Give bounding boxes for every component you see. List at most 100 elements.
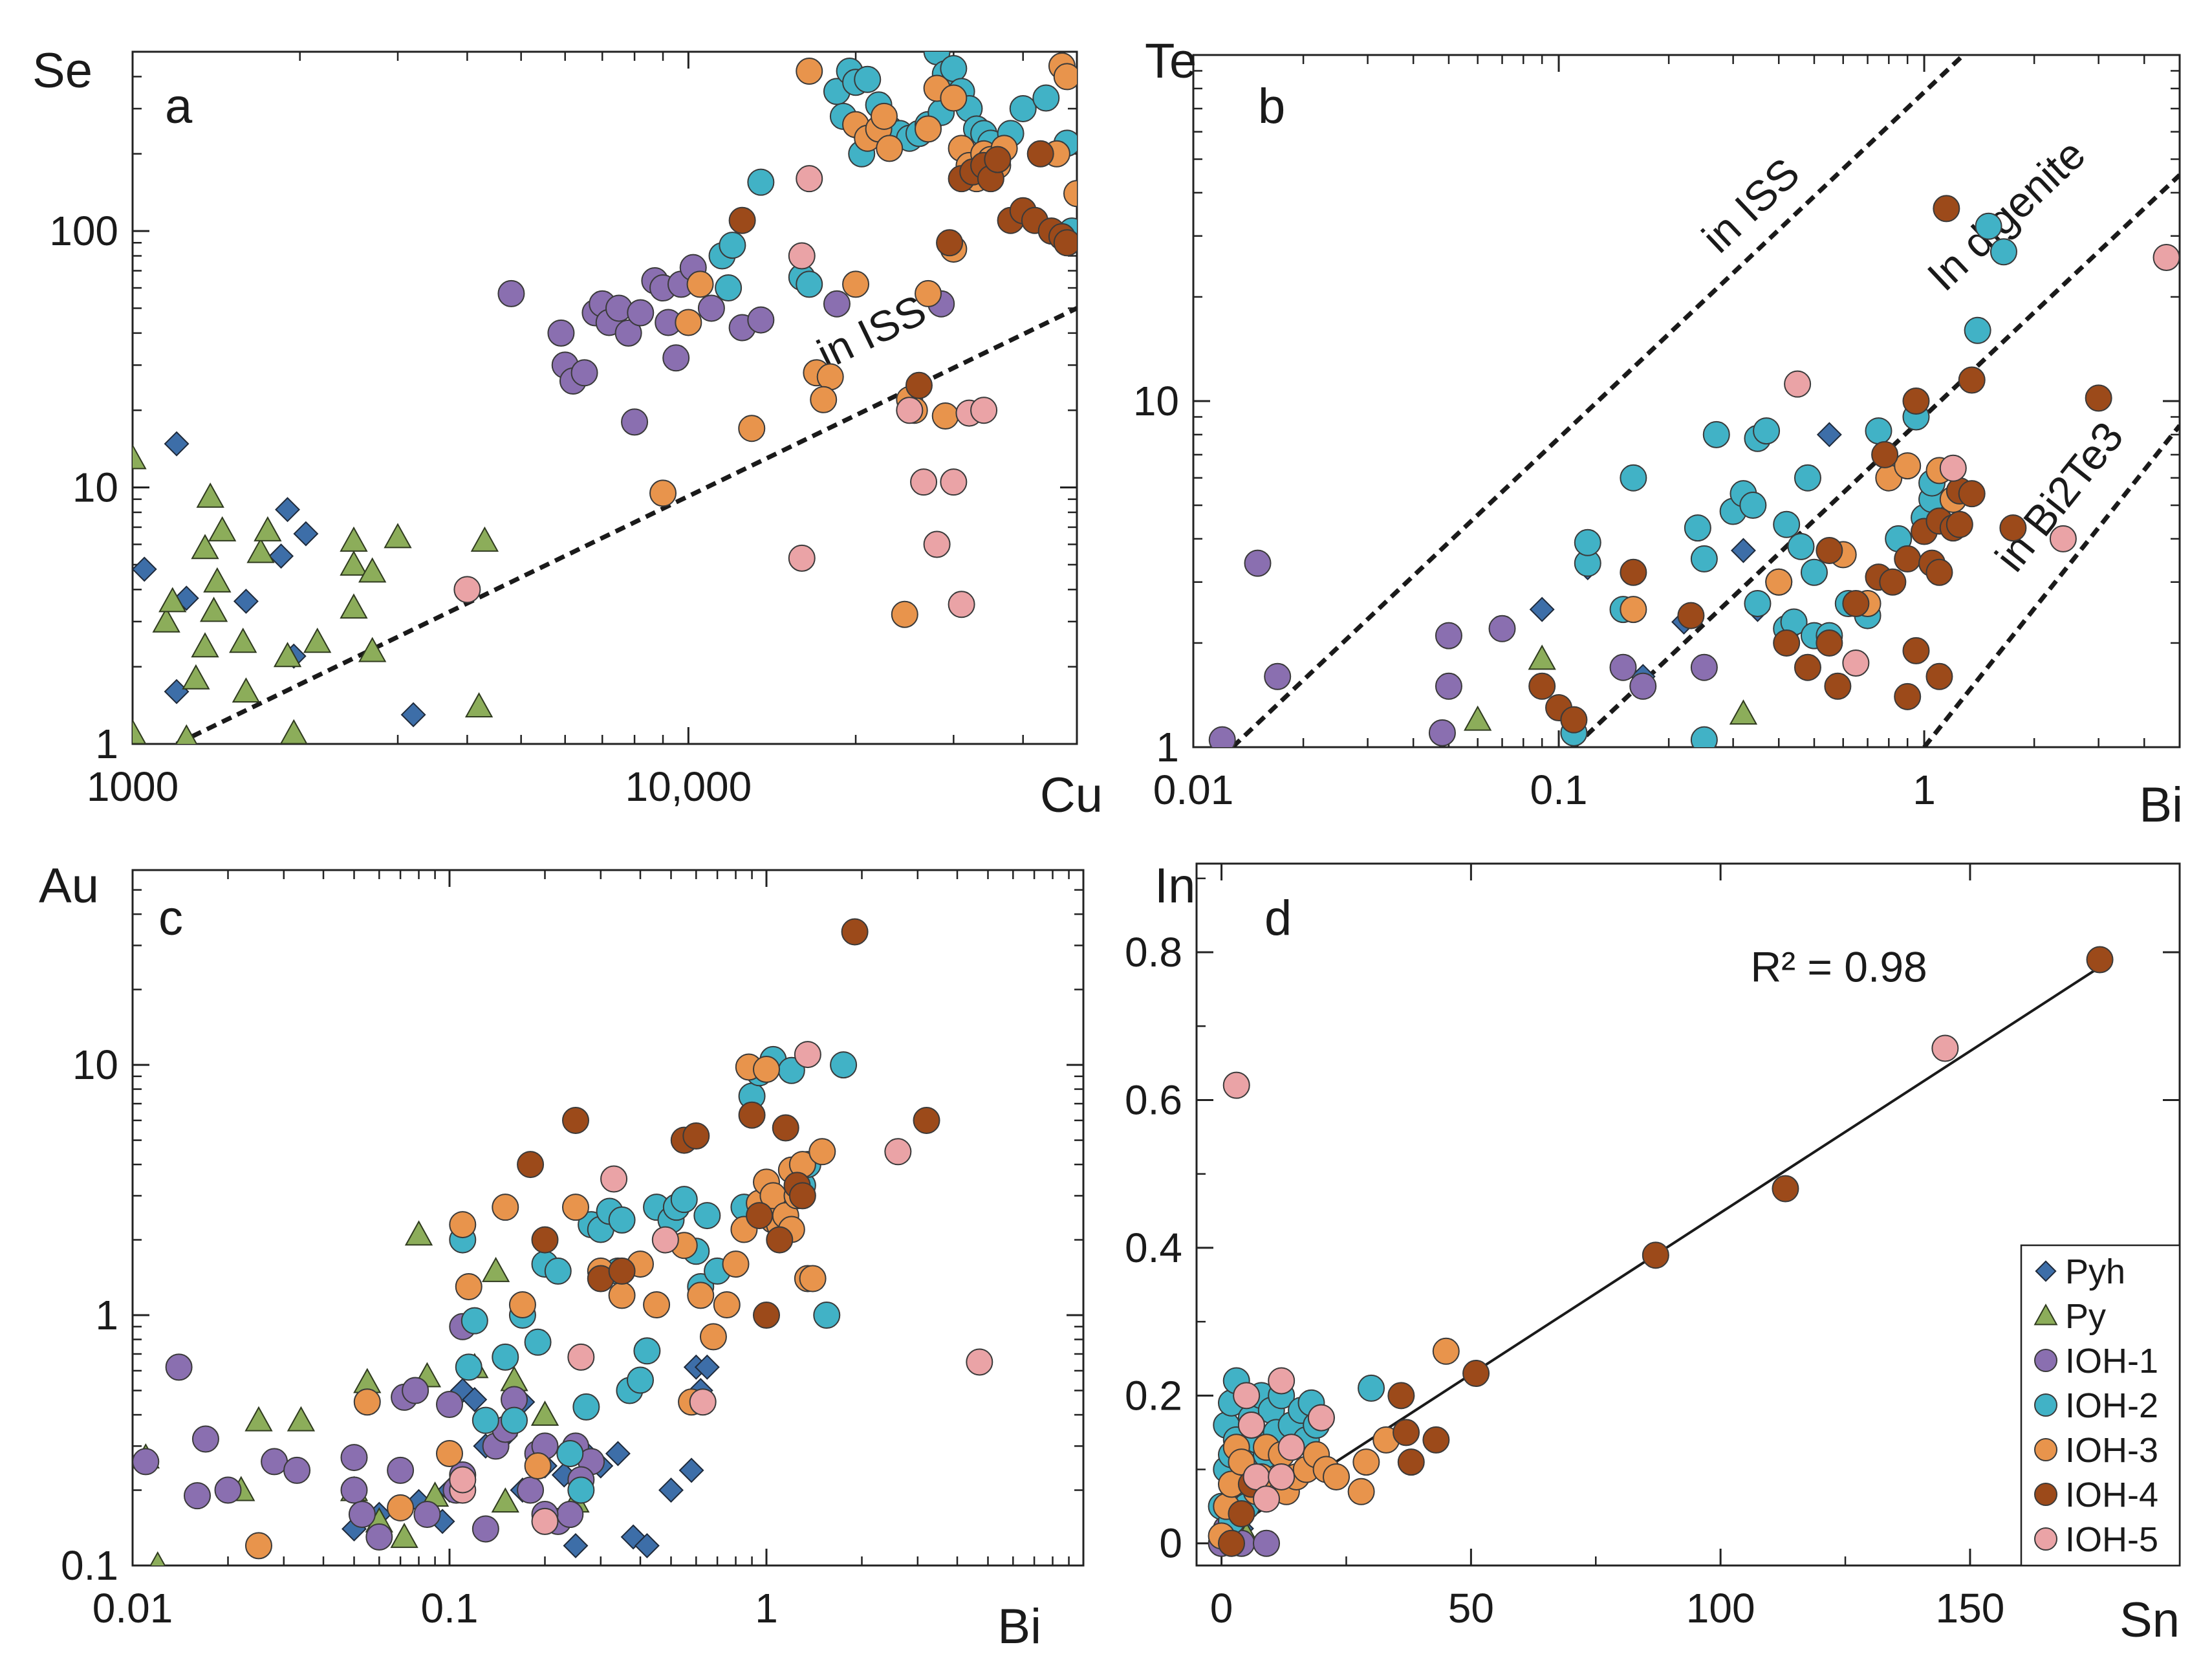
legend-label-ioh-4: IOH-4 [2065,1476,2158,1514]
data-point-ioh-1 [570,359,598,387]
data-point-ioh-1 [697,294,725,322]
data-point-ioh-4 [1902,387,1930,415]
data-point-ioh-5 [567,1343,595,1371]
data-point-ioh-2 [813,1302,841,1329]
data-point-ioh-2 [1964,316,1991,344]
data-point-pyh [164,431,190,457]
y-tick-label: 0 [1159,1520,1182,1567]
data-point-ioh-5 [1237,1412,1265,1439]
y-tick-label: 1 [95,721,118,767]
data-point-ioh-4 [1894,545,1922,573]
data-point-ioh-2 [627,1366,655,1394]
legend-marker-py [2033,1304,2058,1325]
data-point-ioh-2 [830,1051,858,1079]
data-point-ioh-1 [747,306,775,334]
legend-marker-ioh-5 [2034,1527,2057,1551]
data-point-ioh-4 [682,1122,710,1150]
data-point-ioh-1 [1435,622,1462,649]
data-point-ioh-2 [854,65,882,93]
data-point-ioh-3 [686,270,714,298]
data-point-ioh-4 [1393,1419,1420,1446]
data-point-ioh-2 [556,1439,584,1467]
data-point-ioh-2 [1990,238,2017,266]
data-point-ioh-1 [627,299,655,327]
data-point-ioh-5 [923,530,951,558]
data-point-ioh-1 [1253,1529,1281,1557]
x-tick-label: 100 [1686,1585,1755,1631]
legend-marker-ioh-4 [2034,1483,2057,1506]
data-point-py [340,550,368,576]
data-point-ioh-3 [738,415,766,442]
data-point-ioh-1 [413,1501,441,1529]
data-point-py [175,724,198,744]
x-tick-label: 0.01 [92,1585,173,1631]
data-point-ioh-2 [492,1343,519,1371]
data-point-ioh-4 [1816,537,1843,565]
data-point-ioh-1 [184,1482,211,1510]
data-point-ioh-5 [1931,1034,1959,1062]
panel-label: c [158,891,183,946]
data-point-py [133,719,147,744]
data-point-ioh-1 [340,1444,368,1472]
data-point-pyh [275,497,301,523]
data-point-ioh-1 [1244,549,1272,577]
data-point-py [182,664,210,690]
data-point-ioh-5 [788,242,816,270]
data-point-py [158,587,187,613]
data-point-ioh-2 [1702,420,1730,448]
data-point-ioh-4 [738,1101,766,1129]
data-point-ioh-4 [1925,662,1953,690]
data-point-ioh-3 [940,84,968,112]
data-point-ioh-3 [1347,1478,1375,1505]
data-point-ioh-3 [561,1194,589,1221]
data-point-ioh-5 [948,591,975,618]
legend: Pyh Py IOH-1 IOH-2 IOH-3 IOH-4 IOH-5 [2020,1244,2181,1567]
data-point-ioh-3 [808,1138,836,1166]
plot-frame [131,50,1078,745]
reference-line [1922,424,2180,747]
data-point-pyh [563,1533,589,1558]
data-point-ioh-1 [1629,672,1657,700]
legend-marker-ioh-1 [2034,1349,2057,1372]
legend-label-ioh-5: IOH-5 [2065,1520,2158,1559]
data-point-py [149,1551,166,1565]
data-point-ioh-4 [1462,1360,1490,1388]
data-point-ioh-3 [1352,1448,1380,1476]
data-point-ioh-1 [1428,719,1456,747]
data-point-py [464,692,493,718]
data-point-pyh [133,556,157,582]
reference-line [1572,173,2180,747]
data-point-ioh-3 [387,1494,415,1522]
data-point-py [244,1406,273,1432]
data-point-ioh-2 [472,1406,499,1434]
data-point-ioh-1 [1435,672,1462,700]
data-point-ioh-1 [823,290,851,318]
data-point-py [481,1256,510,1282]
panel-label: a [165,79,193,134]
data-point-ioh-3 [643,1291,671,1319]
data-point-ioh-1 [547,319,575,347]
data-point-ioh-1 [340,1476,368,1504]
data-point-py [191,632,219,658]
y-tick-label: 100 [49,208,118,254]
data-point-ioh-4 [1999,514,2027,542]
data-point-ioh-3 [608,1282,636,1309]
data-point-ioh-5 [2152,243,2180,271]
x-tick-label: 50 [1448,1585,1494,1631]
data-point-ioh-3 [810,386,838,413]
data-point-ioh-4 [531,1226,559,1254]
data-point-ioh-2 [1684,514,1711,542]
data-point-ioh-4 [1933,195,1960,223]
data-point-ioh-5 [1253,1485,1281,1513]
data-point-ioh-2 [1009,94,1037,122]
legend-marker-pyh [2035,1260,2057,1282]
data-point-ioh-5 [1268,1367,1296,1395]
data-point-ioh-1 [402,1377,429,1404]
x-tick-label: 1000 [87,763,179,810]
data-point-ioh-3 [870,102,898,130]
data-point-ioh-2 [1800,558,1828,586]
y-tick-label: 0.6 [1125,1076,1182,1123]
